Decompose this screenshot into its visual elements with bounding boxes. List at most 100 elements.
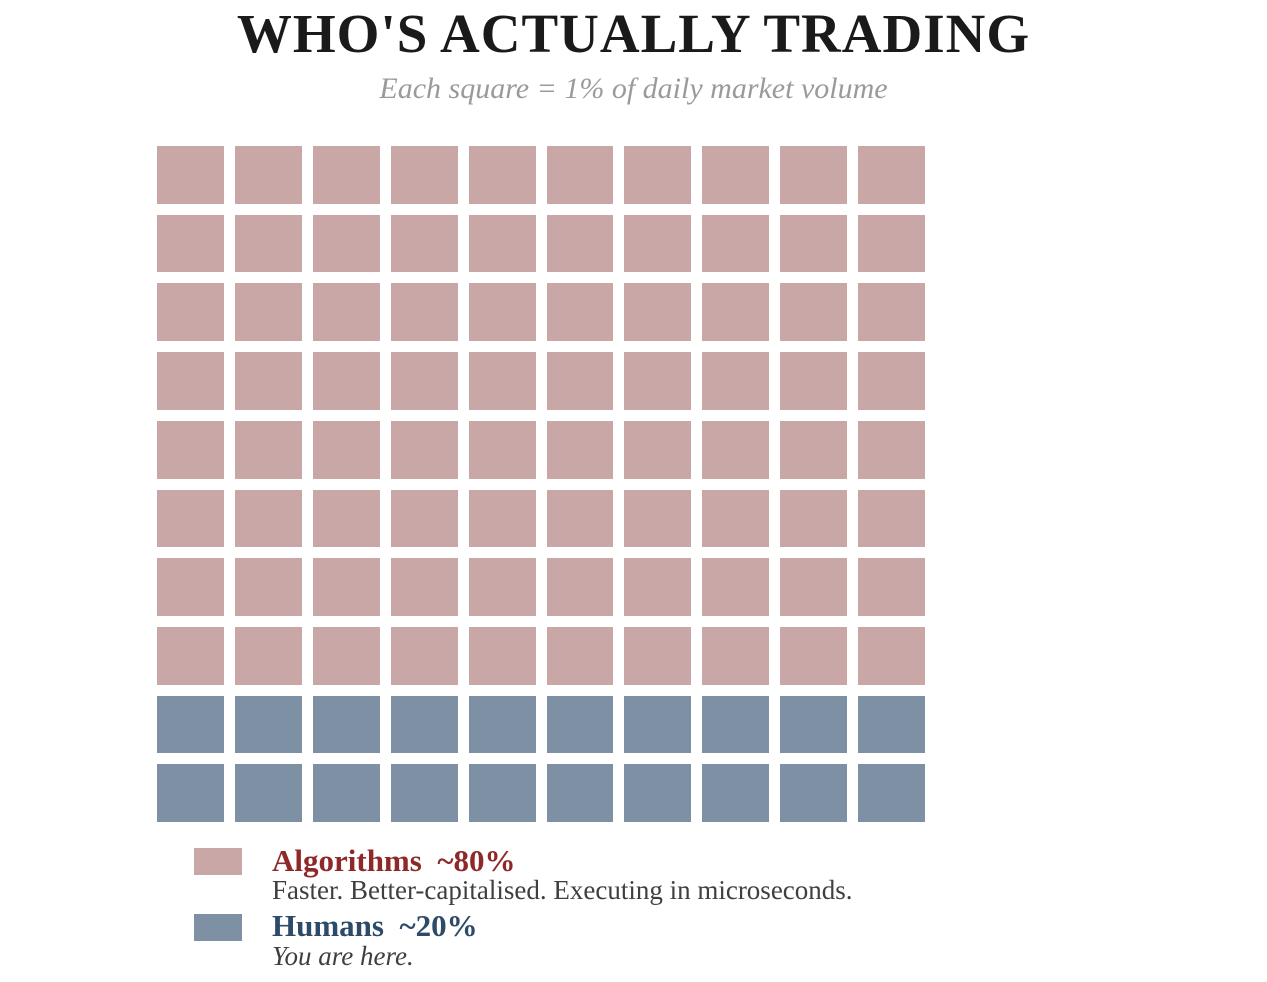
waffle-square-algorithms <box>157 626 224 685</box>
waffle-square-algorithms <box>858 352 925 410</box>
waffle-square-algorithms <box>780 283 848 342</box>
waffle-square-humans <box>468 764 536 822</box>
waffle-square-algorithms <box>546 352 614 410</box>
waffle-square-algorithms <box>468 214 536 273</box>
waffle-square-humans <box>780 764 848 822</box>
waffle-square-algorithms <box>702 283 770 342</box>
waffle-square-algorithms <box>702 214 770 273</box>
waffle-square-humans <box>234 695 302 754</box>
chart-subtitle: Each square = 1% of daily market volume <box>379 72 888 105</box>
legend-label-humans: Humans ~20% <box>272 908 478 943</box>
waffle-square-algorithms <box>546 283 614 342</box>
waffle-square-algorithms <box>390 283 458 342</box>
waffle-square-algorithms <box>234 489 302 548</box>
waffle-square-humans <box>546 764 614 822</box>
waffle-square-humans <box>546 695 614 754</box>
waffle-square-algorithms <box>546 420 614 479</box>
waffle-square-humans <box>780 695 848 754</box>
waffle-square-algorithms <box>468 558 536 616</box>
waffle-square-algorithms <box>234 352 302 410</box>
waffle-square-humans <box>468 695 536 754</box>
waffle-square-humans <box>234 764 302 822</box>
waffle-square-algorithms <box>780 558 848 616</box>
waffle-square-algorithms <box>390 352 458 410</box>
waffle-square-algorithms <box>702 489 770 548</box>
waffle-square-algorithms <box>702 146 770 204</box>
waffle-square-algorithms <box>468 283 536 342</box>
waffle-square-algorithms <box>468 146 536 204</box>
waffle-square-algorithms <box>312 352 380 410</box>
waffle-square-algorithms <box>390 558 458 616</box>
waffle-square-algorithms <box>858 214 925 273</box>
waffle-square-algorithms <box>624 283 692 342</box>
waffle-square-algorithms <box>234 558 302 616</box>
waffle-square-algorithms <box>624 626 692 685</box>
waffle-square-humans <box>624 695 692 754</box>
waffle-square-algorithms <box>157 489 224 548</box>
legend-swatch-humans <box>194 914 242 941</box>
waffle-square-algorithms <box>390 626 458 685</box>
waffle-square-algorithms <box>858 283 925 342</box>
waffle-square-humans <box>390 695 458 754</box>
waffle-square-algorithms <box>780 146 848 204</box>
waffle-square-algorithms <box>390 420 458 479</box>
waffle-square-humans <box>858 695 925 754</box>
waffle-square-algorithms <box>624 214 692 273</box>
waffle-square-algorithms <box>624 352 692 410</box>
waffle-square-humans <box>312 695 380 754</box>
waffle-square-humans <box>702 764 770 822</box>
waffle-square-algorithms <box>312 420 380 479</box>
waffle-square-algorithms <box>858 626 925 685</box>
waffle-square-algorithms <box>702 626 770 685</box>
waffle-square-humans <box>157 764 224 822</box>
waffle-square-algorithms <box>157 214 224 273</box>
waffle-square-humans <box>702 695 770 754</box>
waffle-square-algorithms <box>780 352 848 410</box>
waffle-square-algorithms <box>312 626 380 685</box>
waffle-square-humans <box>312 764 380 822</box>
waffle-square-algorithms <box>858 146 925 204</box>
waffle-square-algorithms <box>390 489 458 548</box>
waffle-square-algorithms <box>780 489 848 548</box>
waffle-square-algorithms <box>234 626 302 685</box>
waffle-square-algorithms <box>234 420 302 479</box>
waffle-square-algorithms <box>468 352 536 410</box>
waffle-square-humans <box>390 764 458 822</box>
waffle-square-algorithms <box>858 420 925 479</box>
waffle-square-humans <box>157 695 224 754</box>
waffle-square-algorithms <box>780 626 848 685</box>
waffle-square-algorithms <box>157 352 224 410</box>
waffle-square-algorithms <box>780 214 848 273</box>
waffle-square-algorithms <box>546 146 614 204</box>
waffle-square-humans <box>624 764 692 822</box>
waffle-square-algorithms <box>702 420 770 479</box>
legend-desc-humans: You are here. <box>272 941 414 971</box>
waffle-square-algorithms <box>390 146 458 204</box>
waffle-square-algorithms <box>624 489 692 548</box>
waffle-square-algorithms <box>546 558 614 616</box>
waffle-square-algorithms <box>780 420 848 479</box>
waffle-square-algorithms <box>234 146 302 204</box>
waffle-square-algorithms <box>157 283 224 342</box>
waffle-square-algorithms <box>312 489 380 548</box>
waffle-square-algorithms <box>312 558 380 616</box>
waffle-square-algorithms <box>157 420 224 479</box>
waffle-square-algorithms <box>546 214 614 273</box>
waffle-square-algorithms <box>468 420 536 479</box>
waffle-square-algorithms <box>702 352 770 410</box>
waffle-square-algorithms <box>234 214 302 273</box>
waffle-square-algorithms <box>157 146 224 204</box>
waffle-square-algorithms <box>858 489 925 548</box>
waffle-square-algorithms <box>390 214 458 273</box>
waffle-square-algorithms <box>702 558 770 616</box>
legend-swatch-algorithms <box>194 848 242 875</box>
waffle-square-algorithms <box>312 146 380 204</box>
waffle-square-humans <box>858 764 925 822</box>
waffle-square-algorithms <box>157 558 224 616</box>
waffle-square-algorithms <box>468 489 536 548</box>
waffle-square-algorithms <box>312 283 380 342</box>
chart-title: WHO'S ACTUALLY TRADING <box>236 3 1031 64</box>
waffle-square-algorithms <box>858 558 925 616</box>
waffle-square-algorithms <box>624 420 692 479</box>
legend-label-algorithms: Algorithms ~80% <box>272 843 516 878</box>
